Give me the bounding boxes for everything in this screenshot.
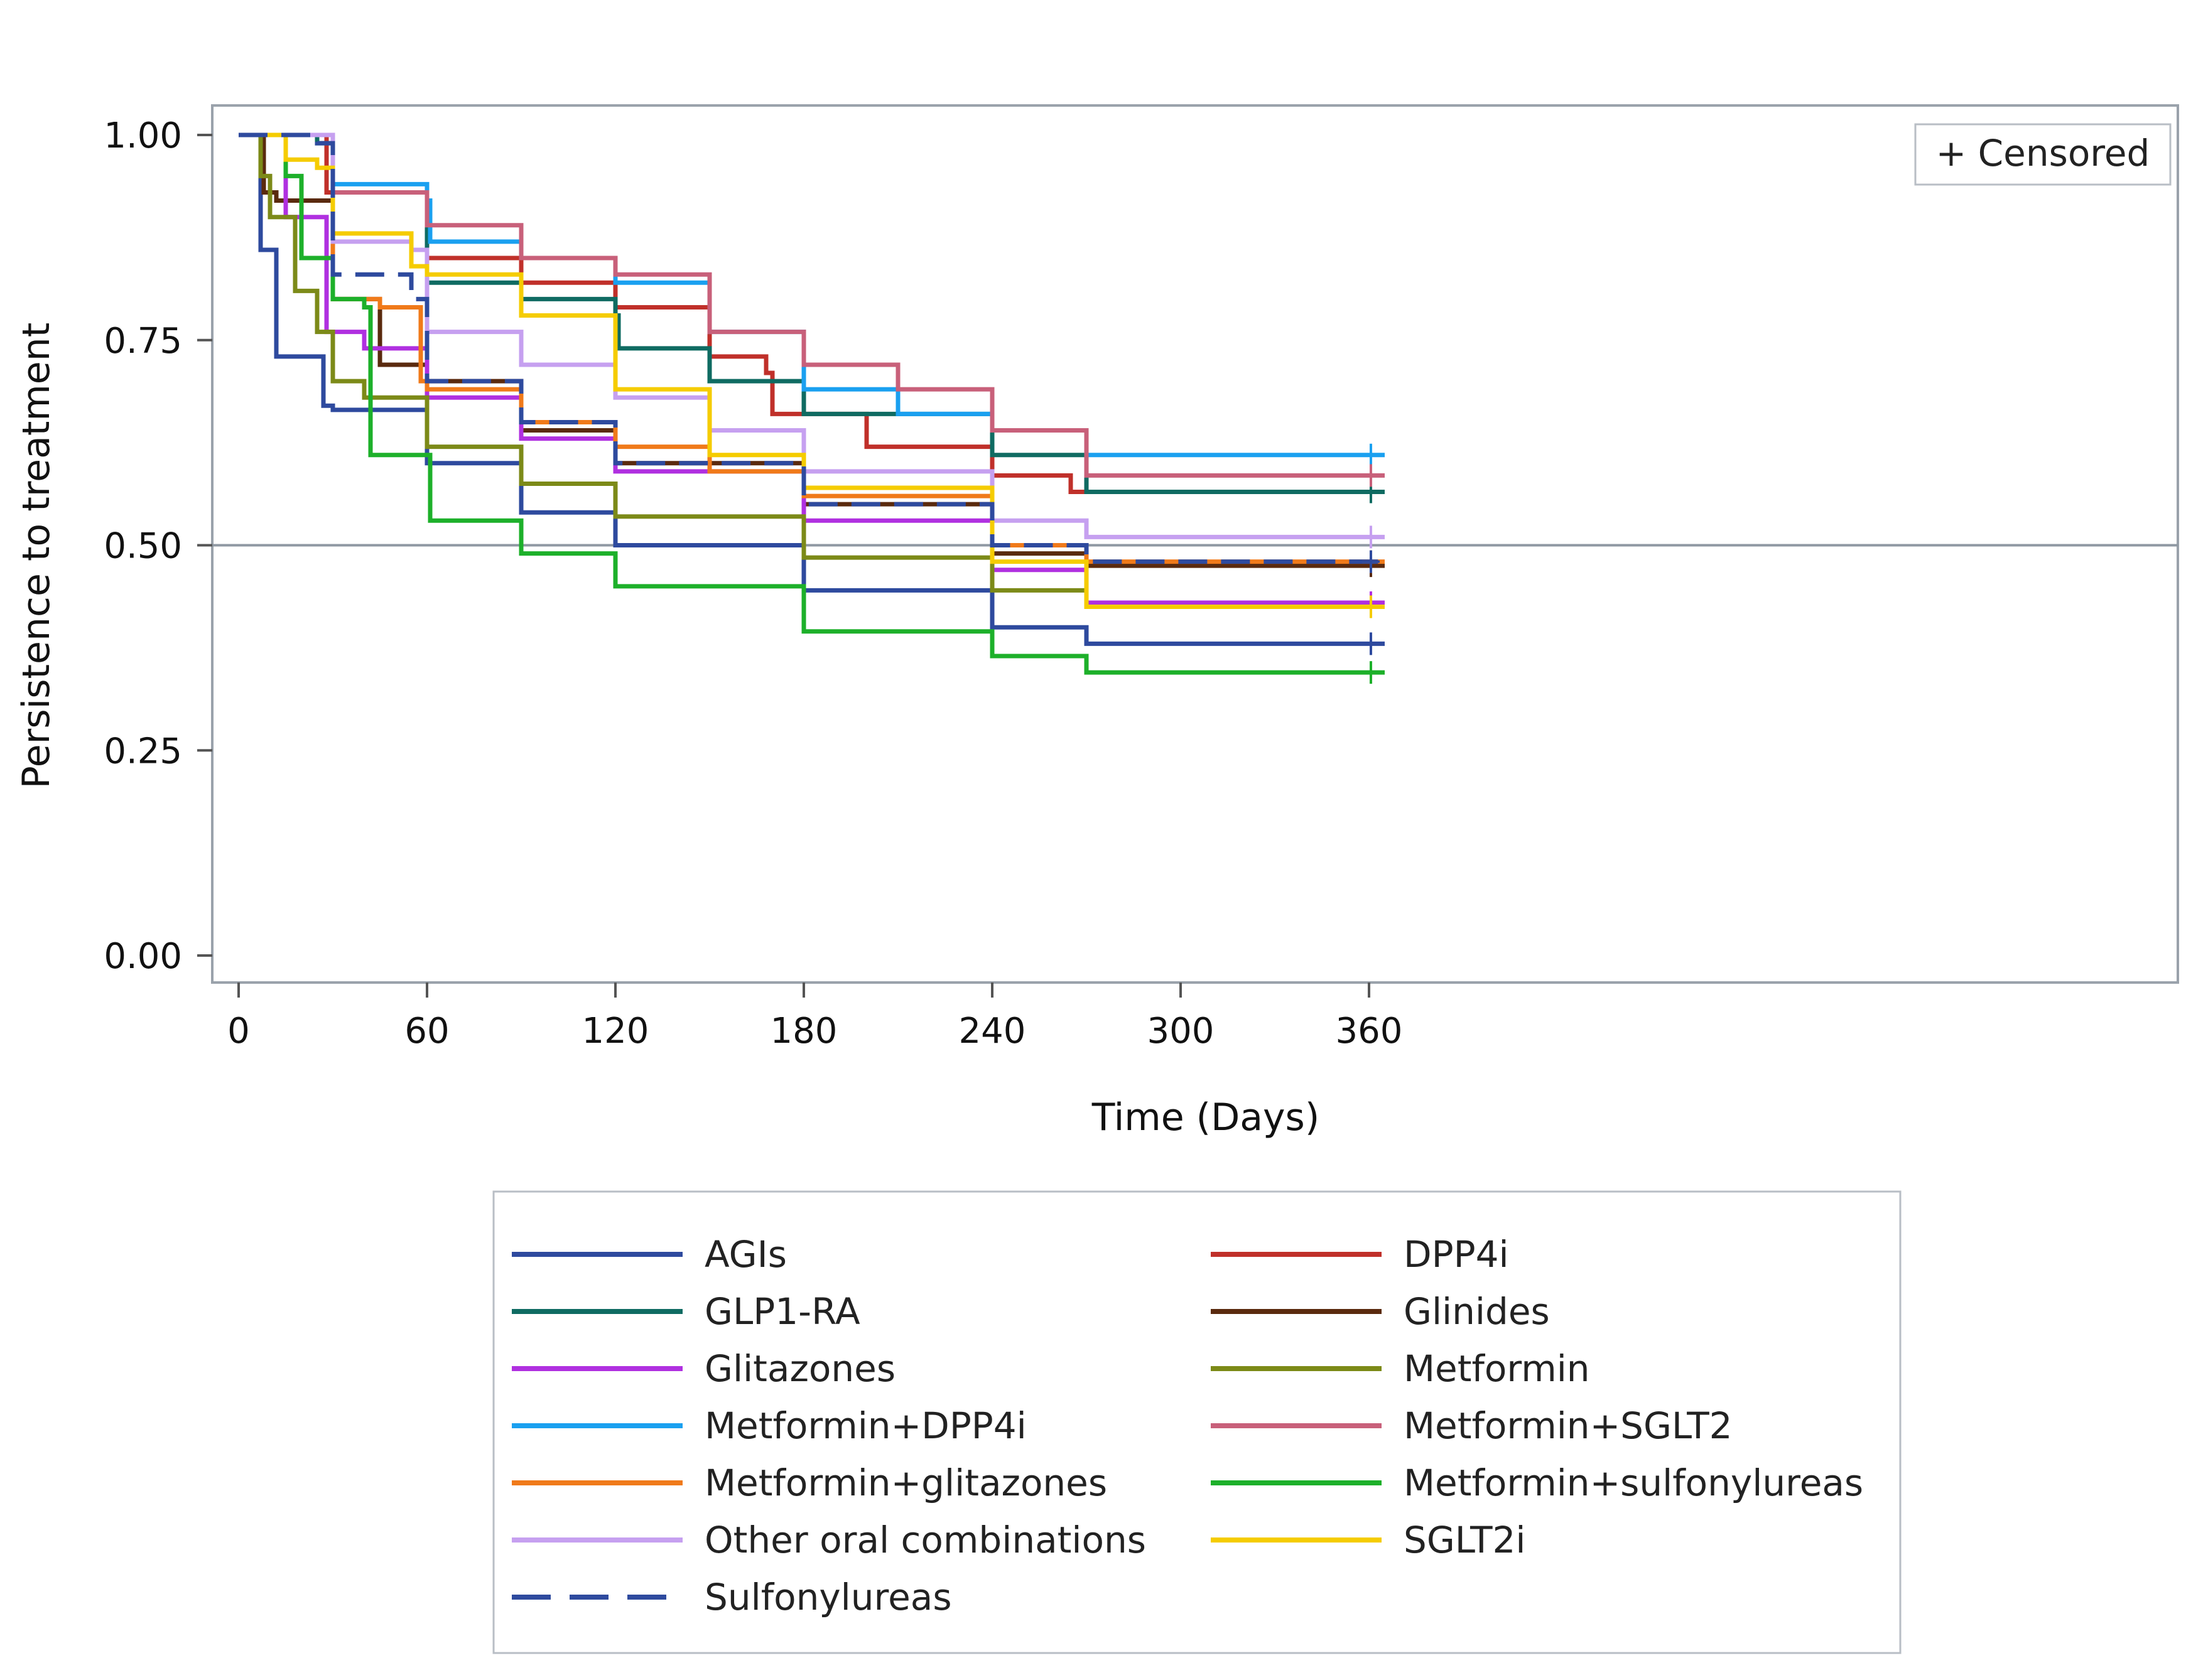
- legend: AGIs DPP4i GLP1-RA Glinides Glitazones Metfor…: [512, 1233, 1863, 1618]
- series-line-metformin-sulfonylureas: [239, 132, 1385, 675]
- x-axis: 0 60 120 180 240 300 360: [227, 983, 1402, 1052]
- x-tick-label: 240: [959, 1011, 1026, 1052]
- y-tick-label: 0.25: [104, 731, 182, 772]
- x-tick-label: 360: [1336, 1011, 1403, 1052]
- series-lines: [239, 132, 1385, 675]
- censor-mark-metformin-sglt2: [1362, 464, 1380, 487]
- censor-mark-sglt2i: [1362, 595, 1380, 618]
- x-tick-label: 120: [582, 1011, 649, 1052]
- legend-label-metformin-sglt2: Metformin+SGLT2: [1404, 1404, 1733, 1447]
- x-tick-label: 60: [404, 1011, 449, 1052]
- censor-mark-sulfonylureas: [1362, 550, 1380, 573]
- y-tick-label: 0.00: [104, 936, 182, 977]
- censor-mark-metformin-sulfonylureas: [1362, 661, 1380, 684]
- legend-label-sulfonylureas: Sulfonylureas: [705, 1576, 952, 1618]
- y-axis: 0.00 0.25 0.50 0.75 1.00: [104, 116, 212, 977]
- censored-key-box: [1914, 123, 2172, 186]
- legend-label-dpp4i: DPP4i: [1404, 1233, 1509, 1276]
- series-line-agis: [239, 132, 1385, 646]
- y-axis-title: Persistence to treatment: [14, 323, 58, 789]
- legend-label-glp1-ra: GLP1-RA: [705, 1290, 860, 1333]
- series-line-metformin-sglt2: [239, 132, 1385, 478]
- censor-mark-agis: [1362, 632, 1380, 655]
- legend-label-sglt2i: SGLT2i: [1404, 1519, 1526, 1561]
- legend-label-glinides: Glinides: [1404, 1290, 1550, 1333]
- legend-box: [492, 1190, 1902, 1654]
- censor-mark-metformin-dpp4i: [1362, 443, 1380, 466]
- series-line-sulfonylureas: [239, 132, 1385, 564]
- legend-label-metformin-sulfonylureas: Metformin+sulfonylureas: [1404, 1462, 1863, 1504]
- x-axis-title: Time (Days): [1091, 1096, 1319, 1139]
- legend-label-metformin-dpp4i: Metformin+DPP4i: [705, 1404, 1027, 1447]
- y-tick-label: 0.75: [104, 321, 182, 362]
- x-tick-label: 180: [771, 1011, 838, 1052]
- legend-label-other-oral-combinations: Other oral combinations: [705, 1519, 1146, 1561]
- x-tick-label: 300: [1147, 1011, 1215, 1052]
- censor-marks: [1362, 443, 1380, 684]
- censor-mark-other-oral-combinations: [1362, 525, 1380, 549]
- censored-key-label: + Censored: [1936, 132, 2150, 175]
- legend-label-agis: AGIs: [705, 1233, 787, 1276]
- series-line-metformin: [239, 132, 1385, 610]
- legend-label-metformin: Metformin: [1404, 1347, 1590, 1390]
- series-line-sglt2i: [239, 132, 1385, 610]
- censored-key: + Censored: [1914, 123, 2172, 186]
- x-tick-label: 0: [227, 1011, 250, 1052]
- y-tick-label: 0.50: [104, 526, 182, 567]
- y-tick-label: 1.00: [104, 116, 182, 156]
- legend-label-glitazones: Glitazones: [705, 1347, 896, 1390]
- legend-label-metformin-glitazones: Metformin+glitazones: [705, 1462, 1107, 1504]
